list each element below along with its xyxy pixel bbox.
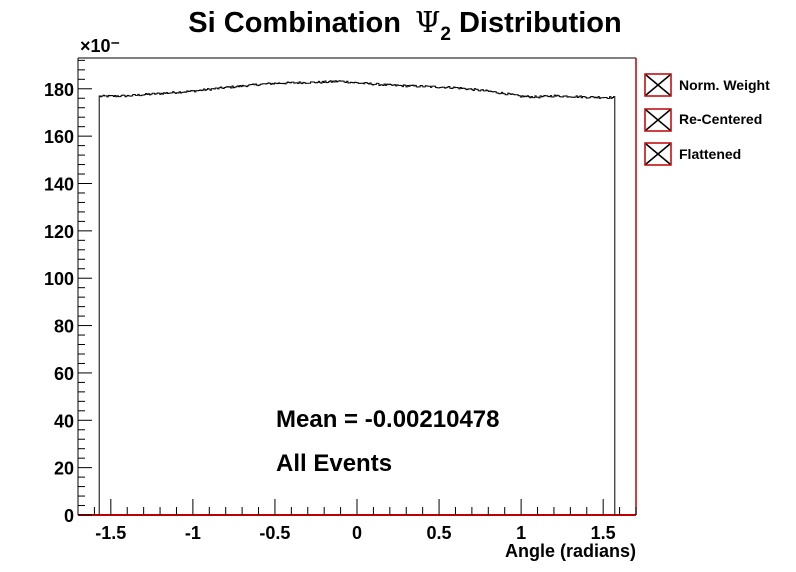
y-tick-label: 60	[54, 364, 74, 384]
title-suffix: Distribution	[459, 7, 622, 39]
histogram-series-norm-weight	[98, 80, 616, 515]
y-tick-label: 160	[44, 127, 74, 147]
x-axis-title: Angle (radians)	[505, 541, 636, 561]
legend-marker-icon	[644, 73, 672, 97]
legend: Norm. Weight Re-Centered Flattened	[644, 73, 770, 166]
x-tick-label: -1.5	[95, 523, 126, 543]
legend-item-re-centered: Re-Centered	[644, 108, 762, 132]
plot-frame	[77, 57, 637, 516]
y-multiplier: ×10⁻	[80, 36, 120, 56]
y-tick-label: 120	[44, 222, 74, 242]
x-tick-label: 0	[352, 523, 362, 543]
legend-label: Re-Centered	[679, 111, 762, 127]
y-tick-label: 0	[64, 506, 74, 526]
y-tick-label: 140	[44, 174, 74, 194]
y-tick-label: 40	[54, 411, 74, 431]
mean-annotation: Mean = -0.00210478	[276, 406, 500, 433]
legend-marker-icon	[644, 108, 672, 132]
events-annotation: All Events	[276, 450, 392, 477]
y-tick-label: 100	[44, 269, 74, 289]
y-axis: 0 20 40 60 80 100 120 140 160 180	[44, 59, 92, 526]
y-tick-label: 180	[44, 80, 74, 100]
legend-marker-icon	[644, 142, 672, 166]
y-tick-label: 80	[54, 317, 74, 337]
y-tick-label: 20	[54, 459, 74, 479]
x-axis: -1.5 -1 -0.5 0 0.5 1 1.5	[77, 499, 637, 543]
x-tick-label: -1	[185, 523, 201, 543]
title-subscript: 2	[440, 24, 451, 45]
x-tick-label: 1	[516, 523, 526, 543]
x-tick-label: -0.5	[259, 523, 290, 543]
title-psi-symbol: Ψ	[415, 5, 440, 39]
x-tick-label: 1.5	[591, 523, 616, 543]
x-tick-label: 0.5	[427, 523, 452, 543]
legend-item-norm-weight: Norm. Weight	[644, 73, 770, 97]
legend-label: Flattened	[679, 146, 741, 162]
legend-item-flattened: Flattened	[644, 142, 741, 166]
legend-label: Norm. Weight	[679, 77, 770, 93]
chart-title: Si Combination Ψ2 Distribution	[188, 5, 621, 45]
title-prefix: Si Combination	[188, 7, 401, 39]
